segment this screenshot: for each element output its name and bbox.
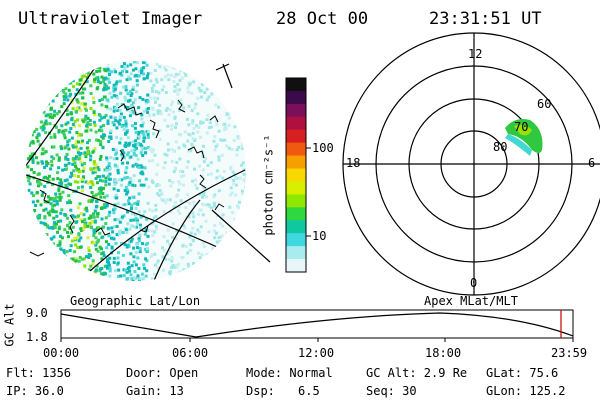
auroral-oval [505,119,543,156]
gc-altitude: GC Alt: 2.9 Re [366,366,468,380]
polar-plot [342,32,600,296]
sequence-number: Seq: 30 [366,384,417,398]
coastline [29,99,225,257]
mlat-label-80: 80 [493,140,508,154]
orbit-x-tick-1200: 12:00 [298,346,335,360]
mlat-label-60: 60 [537,97,552,111]
geographic-image [26,61,246,281]
geographic-longitude: GLon: 125.2 [486,384,566,398]
colorbar-tick-label-100: 100 [312,141,334,155]
time-label: 23:31:51 UT [429,9,542,29]
orbit-y-label: GC Alt [2,303,17,347]
instrument-title: Ultraviolet Imager [18,9,203,29]
ip-value: IP: 36.0 [6,384,64,398]
dsp-value: 6.5 [298,384,320,398]
orbit-y-tick-1-8: 1.8 [26,330,48,344]
orbit-x-tick-1800: 18:00 [425,346,462,360]
colorbar [286,78,306,273]
colorbar-tick-label-10: 10 [312,229,327,243]
gain-value: Gain: 13 [126,384,184,398]
geographic-latitude: GLat: 75.6 [486,366,559,380]
mlt-label-6: 6 [588,156,596,170]
orbit-y-tick-9: 9.0 [26,306,48,320]
orbit-x-tick-0600: 06:00 [172,346,209,360]
colorbar-frame [285,77,307,273]
date-label: 28 Oct 00 [276,9,369,29]
mode-status: Mode: Normal [246,366,333,380]
mlt-label-0: 0 [470,276,478,290]
orbit-plot [60,309,574,342]
dsp-label: Dsp: [246,384,275,398]
orbit-x-tick-0000: 00:00 [43,346,80,360]
mlt-label-18: 18 [346,156,361,170]
polar-panel-label: Apex MLat/MLT [424,294,518,308]
mlat-label-70: 70 [514,120,529,134]
door-status: Door: Open [126,366,199,380]
geo-frame-lines [211,63,271,263]
flight-number: Flt: 1356 [6,366,72,380]
orbit-x-tick-2359: 23:59 [551,346,588,360]
colorbar-unit-label: photon cm⁻²s⁻¹ [261,134,276,236]
mlt-label-12: 12 [468,47,483,61]
geographic-panel-label: Geographic Lat/Lon [70,294,201,308]
